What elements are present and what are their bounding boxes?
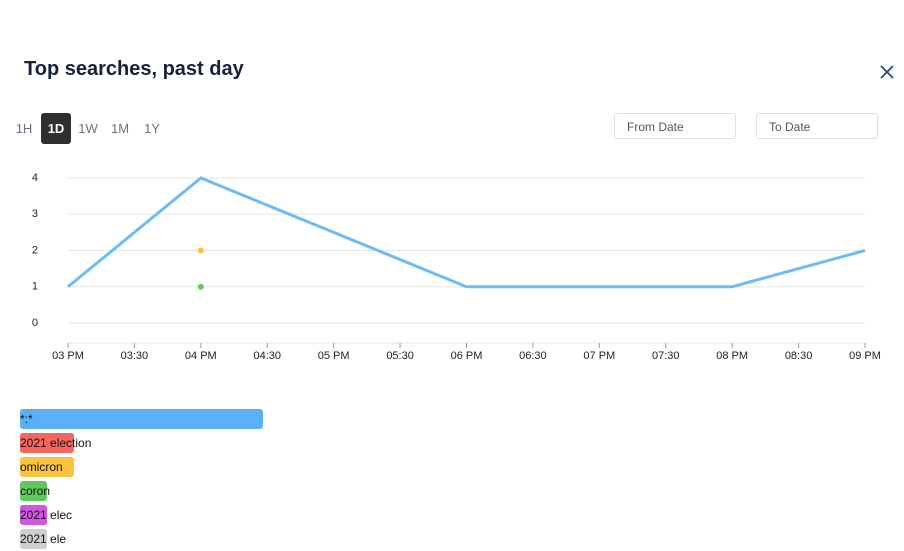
x-tick-label: 03:30 (121, 350, 149, 362)
bar-label: 2021 elec (20, 508, 72, 522)
x-tick-label: 09 PM (849, 350, 881, 362)
x-tick-label: 08:30 (785, 350, 813, 362)
title: Top searches, past day (24, 58, 244, 80)
x-tick-label: 04:30 (253, 350, 281, 362)
range-button[interactable]: 1Y (144, 121, 160, 136)
range-button[interactable]: 1W (78, 121, 98, 136)
x-tick-label: 06:30 (519, 350, 547, 362)
y-tick-label: 2 (32, 244, 38, 256)
bar-label: *:* (20, 412, 33, 426)
bar (20, 409, 263, 429)
range-button[interactable]: 1M (110, 121, 130, 136)
bar-label: omicron (20, 460, 63, 474)
point (197, 283, 204, 290)
bar (20, 457, 74, 477)
close-button[interactable] (879, 64, 895, 80)
bar-label: coron (20, 484, 50, 498)
x-tick-label: 07 PM (583, 350, 615, 362)
bar (20, 529, 47, 549)
y-tick-label: 4 (32, 172, 38, 184)
bar-label: 2021 election (20, 436, 91, 450)
y-tick-label: 0 (32, 317, 38, 329)
x-tick-label: 05 PM (318, 350, 350, 362)
range-button[interactable]: 1D (41, 113, 71, 144)
x-tick-label: 07:30 (652, 350, 680, 362)
range-button[interactable]: 1H (15, 121, 33, 136)
bar-label: 2021 ele (20, 532, 66, 546)
x-tick-label: 04 PM (185, 350, 217, 362)
from-date-input[interactable]: From Date (614, 113, 736, 139)
x-tick-label: 03 PM (52, 350, 84, 362)
line (67, 176, 866, 289)
y-tick-label: 1 (32, 281, 38, 293)
bar (20, 505, 47, 525)
bar (20, 433, 74, 453)
to-date-input[interactable]: To Date (756, 113, 878, 139)
y-tick-label: 3 (32, 208, 38, 220)
x-tick-label: 05:30 (386, 350, 414, 362)
x-tick-label: 06 PM (451, 350, 483, 362)
bar (20, 481, 47, 501)
x-tick-label: 08 PM (716, 350, 748, 362)
point (197, 247, 204, 254)
